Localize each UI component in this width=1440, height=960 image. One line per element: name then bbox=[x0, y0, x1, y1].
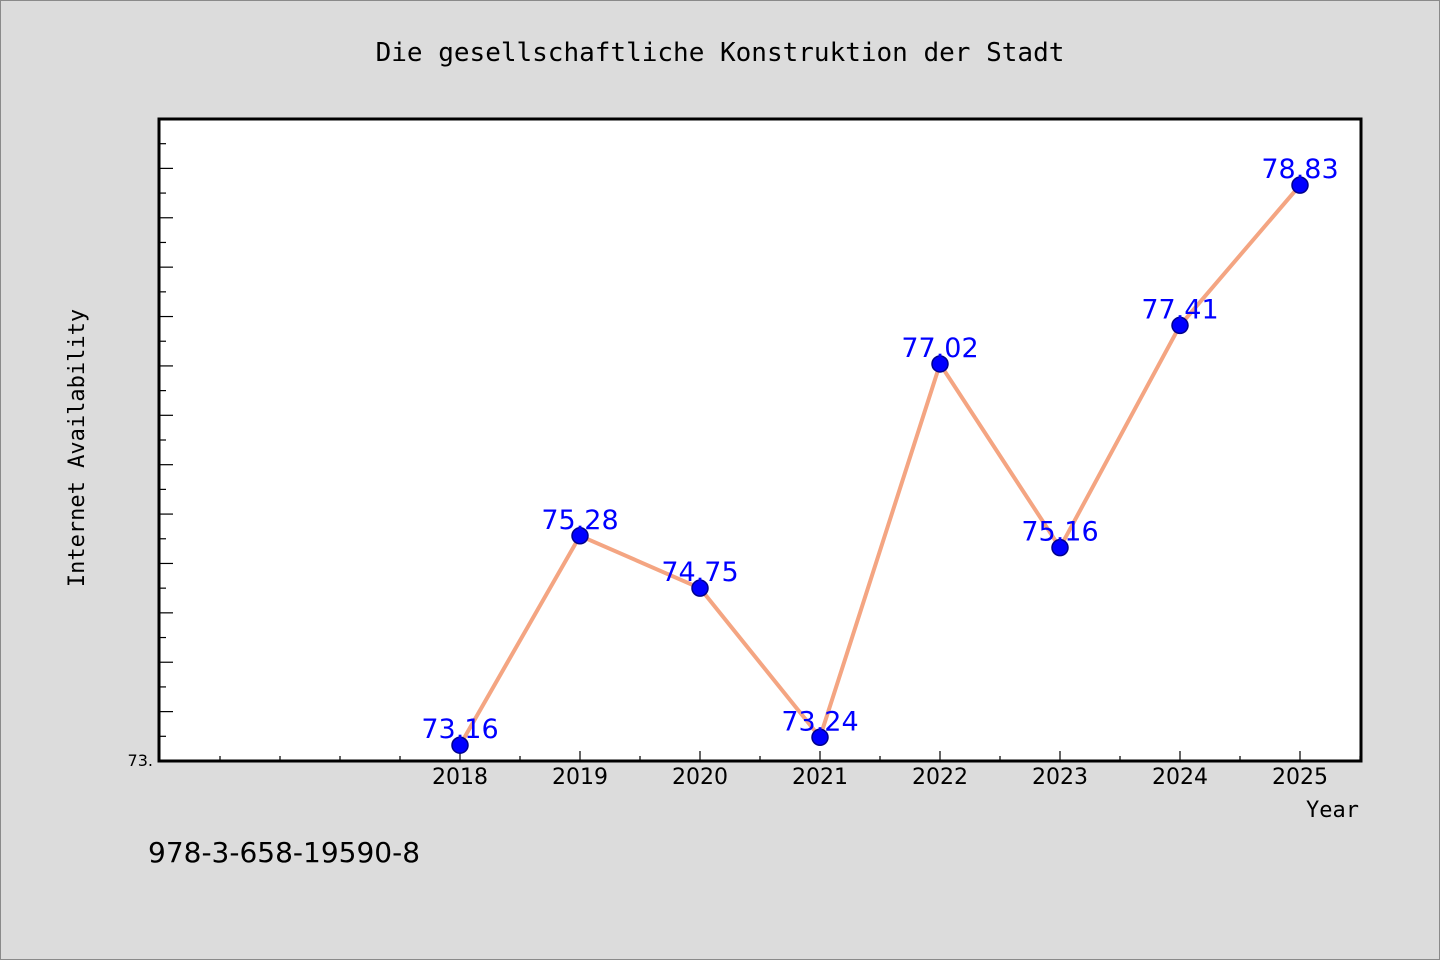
data-point bbox=[1291, 176, 1309, 194]
isbn-text: 978-3-658-19590-8 bbox=[148, 836, 420, 869]
x-tick-label: 2025 bbox=[1272, 765, 1328, 790]
y-axis-ticks bbox=[159, 118, 173, 762]
x-tick-label: 2022 bbox=[912, 765, 968, 790]
x-tick-label: 2020 bbox=[672, 765, 728, 790]
data-label: 77.41 bbox=[1141, 294, 1218, 325]
data-point bbox=[571, 527, 589, 545]
x-tick-label: 2018 bbox=[432, 765, 488, 790]
data-label: 75.16 bbox=[1021, 517, 1098, 548]
x-tick-label: 2021 bbox=[792, 765, 848, 790]
data-label: 73.24 bbox=[781, 706, 858, 737]
x-axis-tick-labels: 2018 2019 2020 2021 2022 2023 2024 2025 bbox=[432, 765, 1328, 790]
chart-title: Die gesellschaftliche Konstruktion der S… bbox=[376, 38, 1065, 68]
data-point bbox=[931, 355, 949, 373]
data-label: 73.16 bbox=[421, 714, 498, 745]
x-axis-ticks bbox=[219, 751, 1361, 761]
data-label: 77.02 bbox=[901, 333, 978, 364]
data-label: 74.75 bbox=[661, 557, 738, 588]
y-axis-label: Internet Availability bbox=[65, 309, 90, 587]
data-labels: 73.16 75.28 74.75 73.24 77.02 75.16 77.41 78.83 bbox=[421, 154, 1338, 745]
data-point bbox=[691, 579, 709, 597]
x-tick-label: 2024 bbox=[1152, 765, 1208, 790]
data-markers bbox=[451, 176, 1309, 754]
data-point bbox=[451, 736, 469, 754]
data-point bbox=[811, 728, 829, 747]
series-line bbox=[458, 183, 1302, 747]
x-tick-label: 2023 bbox=[1032, 765, 1088, 790]
data-point bbox=[1051, 538, 1069, 557]
plot-area bbox=[157, 117, 1363, 763]
data-label: 78.83 bbox=[1261, 154, 1338, 185]
data-point bbox=[1171, 316, 1189, 335]
data-label: 75.28 bbox=[541, 505, 618, 536]
y-axis-tick-label: 73. bbox=[128, 751, 153, 770]
x-axis-label: Year bbox=[1306, 798, 1359, 823]
x-tick-label: 2019 bbox=[552, 765, 608, 790]
